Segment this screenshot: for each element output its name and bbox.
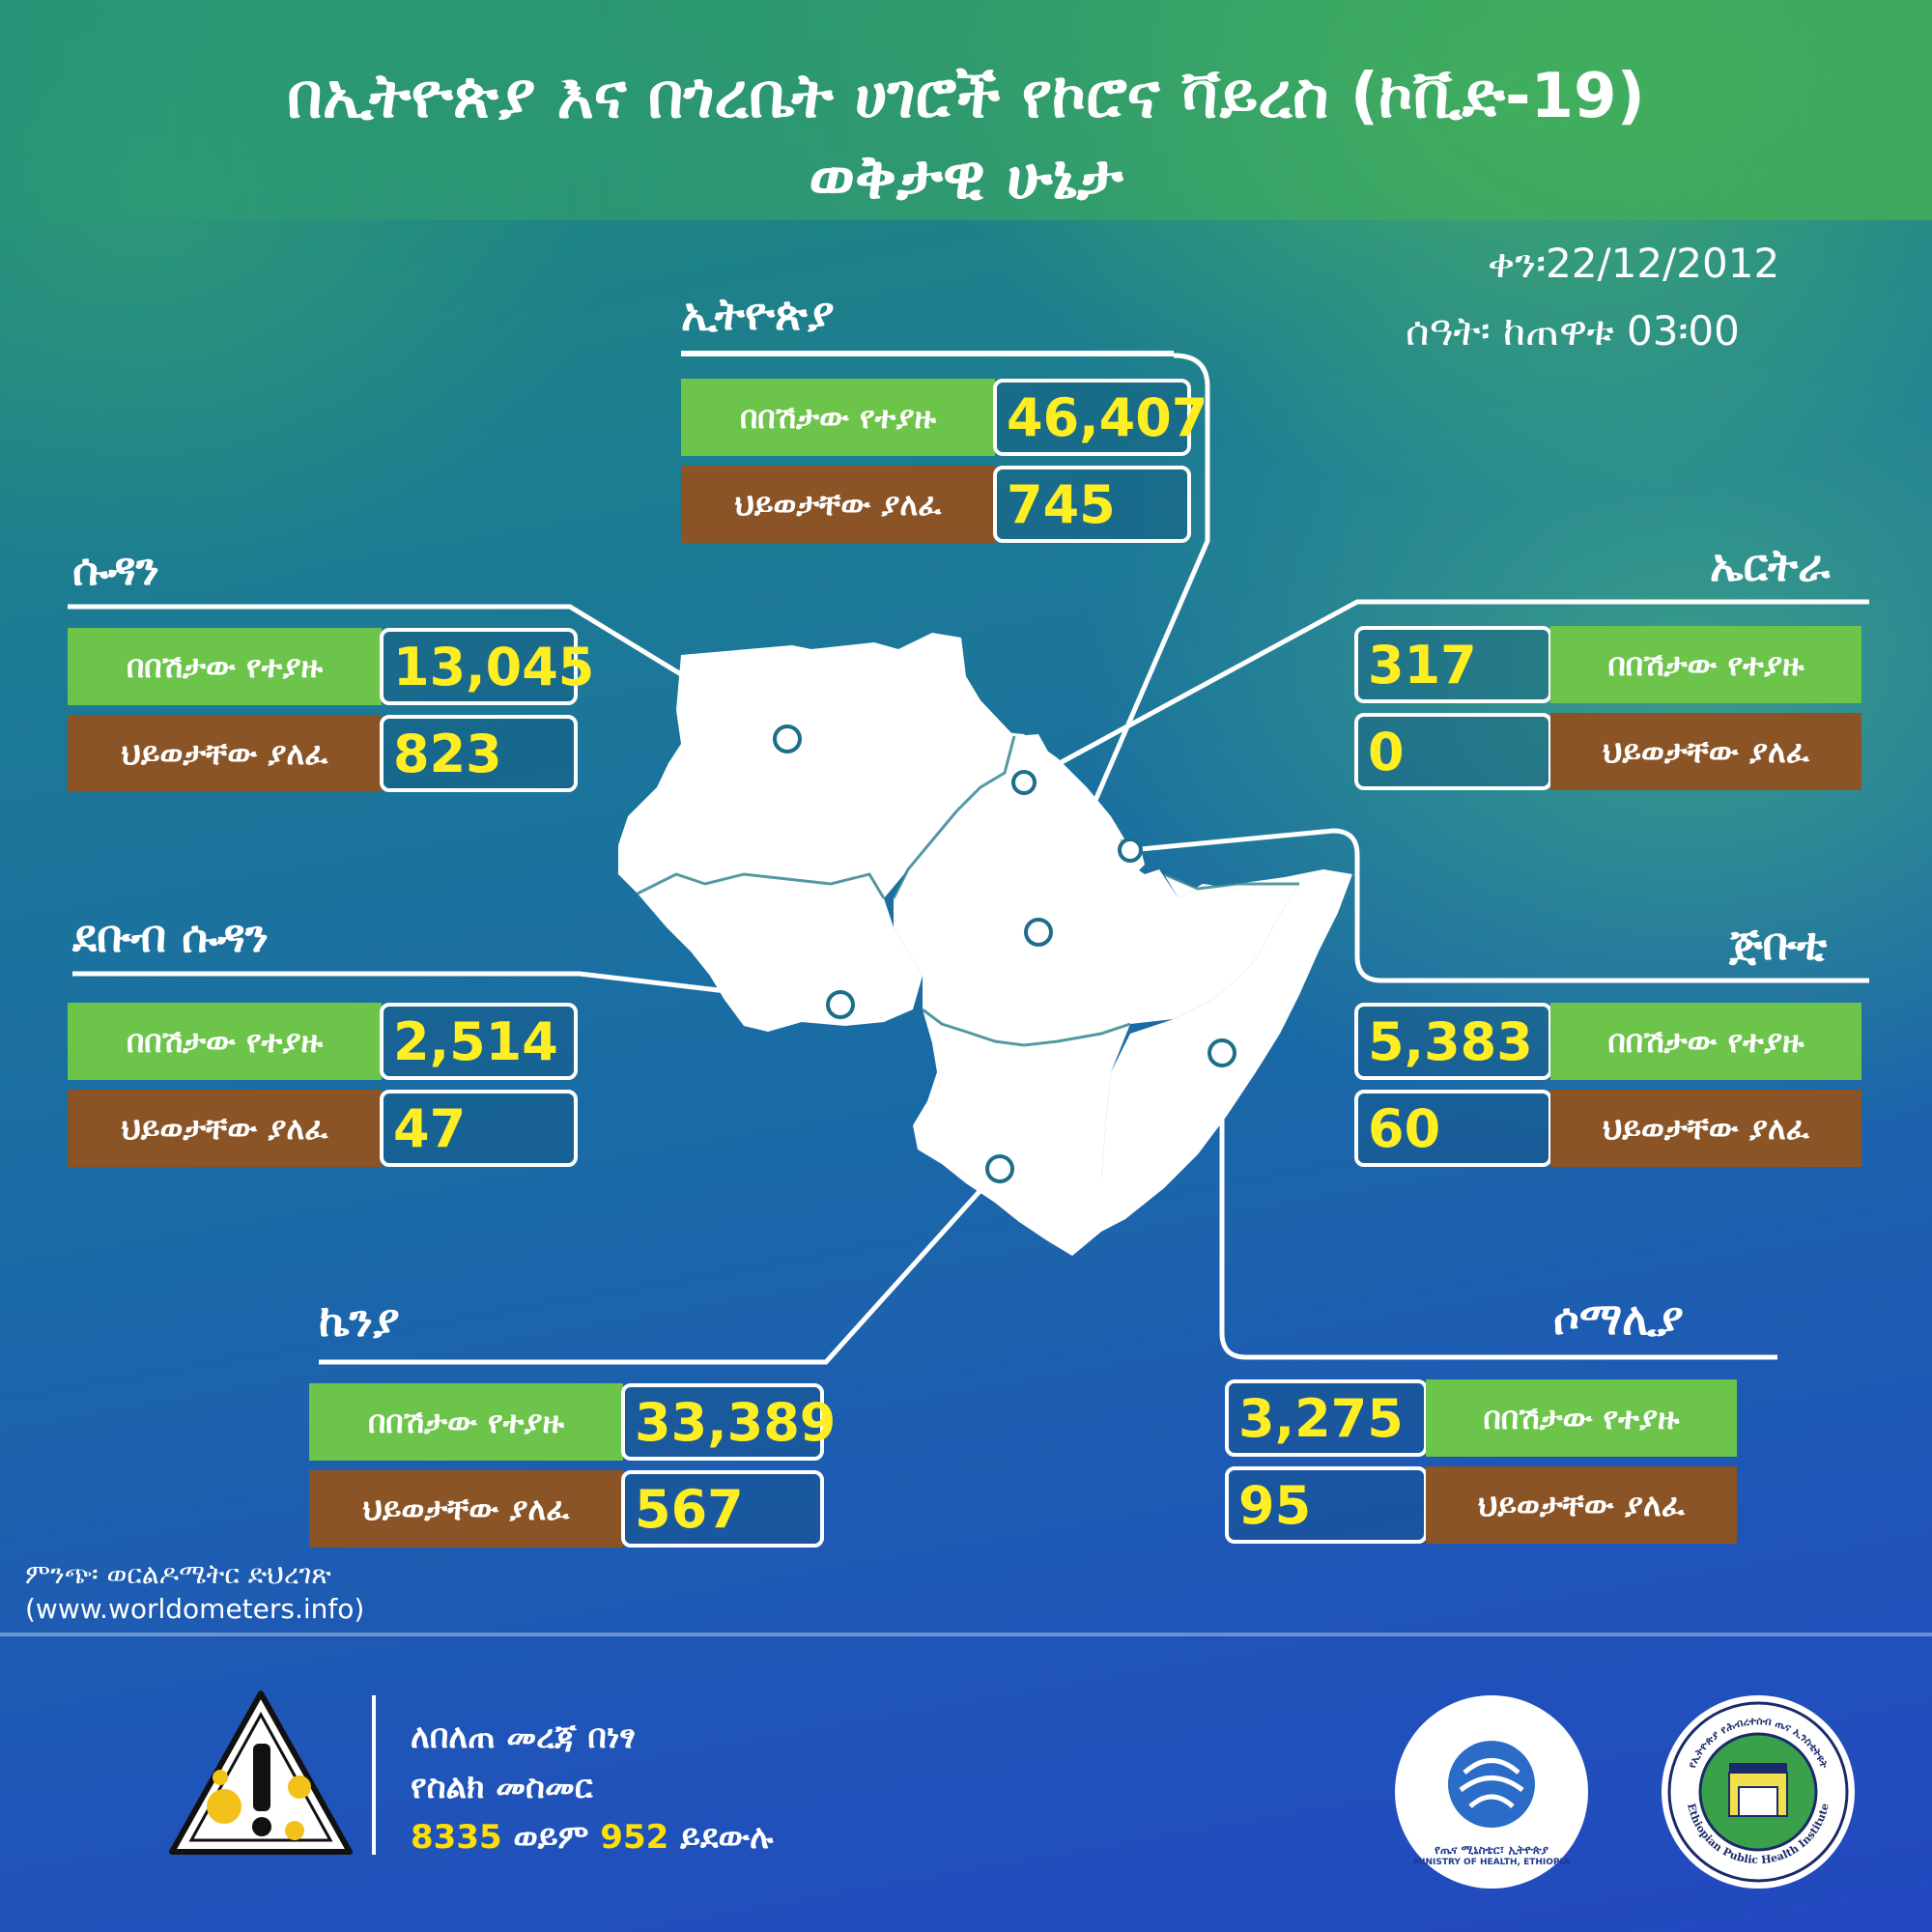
- south-sudan-deaths-label: ህይወታቸው ያለፈ: [68, 1090, 382, 1167]
- footer-divider: [0, 1633, 1932, 1636]
- sudan-cases-value: 13,045: [380, 628, 594, 705]
- title-band: [0, 0, 1932, 220]
- ethiopia-cases-value: 46,407: [993, 379, 1208, 456]
- hotline-or: ወይም: [501, 1818, 601, 1857]
- map-eritrea: [976, 732, 1125, 840]
- south-sudan-deaths-value: 47: [380, 1090, 578, 1167]
- page-subtitle: ወቅታዊ ሁኔታ: [809, 142, 1123, 213]
- footer-vertical-divider: [372, 1695, 376, 1855]
- map-sudan: [618, 633, 1014, 903]
- marker-sudan: [773, 724, 802, 753]
- marker-kenya: [985, 1154, 1014, 1183]
- sudan-cases-label: በበሽታው የተያዙ: [68, 628, 382, 705]
- page-title: በኢትዮጵያ እና በጎረቤት ሀገሮች የኮሮና ቫይረስ (ኮቪድ-19): [287, 61, 1645, 132]
- date-label: ቀን፡22/12/2012: [1488, 240, 1780, 287]
- country-name-djibouti: ጅቡቲ: [1729, 918, 1828, 970]
- marker-djibouti: [1118, 838, 1143, 863]
- hotline-number-2: 952: [600, 1818, 669, 1857]
- kenya-cases-value: 33,389: [621, 1383, 836, 1461]
- marker-eritrea: [1011, 770, 1037, 795]
- warning-virus-icon: [169, 1690, 353, 1855]
- marker-somalia: [1208, 1038, 1236, 1067]
- country-name-somalia: ሶማሊያ: [1553, 1293, 1684, 1345]
- eritrea-deaths-value: 0: [1354, 713, 1552, 790]
- ethiopia-deaths-value: 745: [993, 466, 1191, 543]
- somalia-cases-value: 3,275: [1225, 1379, 1428, 1457]
- moh-emblem-icon: [1448, 1741, 1535, 1828]
- eritrea-cases-value: 317: [1354, 626, 1552, 703]
- moh-caption-en: MINISTRY OF HEALTH, ETHIOPIA: [1413, 1858, 1570, 1867]
- map-south-sudan: [638, 874, 923, 1032]
- hotline-line2: የስልክ መስመር: [411, 1768, 593, 1806]
- eritrea-deaths-label: ህይወታቸው ያለፈ: [1550, 713, 1861, 790]
- djibouti-deaths-value: 60: [1354, 1090, 1552, 1167]
- connector-djibouti: [1129, 828, 1869, 983]
- sudan-deaths-value: 823: [380, 715, 578, 792]
- ephi-logo: የኢትዮጵያ የሕብረተሰብ ጤና ኢንስቲትዩት Ethiopian Publ…: [1662, 1695, 1855, 1889]
- source-url: (www.worldometers.info): [25, 1593, 365, 1625]
- moh-caption-am: የጤና ሚኒስቴር፣ ኢትዮጵያ: [1435, 1843, 1548, 1857]
- country-name-sudan: ሱዳን: [72, 543, 159, 595]
- kenya-deaths-value: 567: [621, 1470, 824, 1548]
- source-line1: ምንጭ፡ ወርልዶሜትር ድህረገጽ: [25, 1558, 331, 1590]
- somalia-deaths-label: ህይወታቸው ያለፈ: [1426, 1466, 1737, 1544]
- country-name-kenya: ኬንያ: [319, 1294, 400, 1347]
- map-kenya: [913, 1009, 1130, 1256]
- moh-logo: [1395, 1695, 1588, 1889]
- sudan-deaths-label: ህይወታቸው ያለፈ: [68, 715, 382, 792]
- country-name-south-sudan: ደቡብ ሱዳን: [72, 910, 269, 962]
- hotline-call: ይደውሉ: [668, 1818, 774, 1857]
- hotline-numbers: 8335 ወይም 952 ይደውሉ: [411, 1812, 774, 1862]
- south-sudan-cases-value: 2,514: [380, 1003, 578, 1080]
- somalia-cases-label: በበሽታው የተያዙ: [1426, 1379, 1737, 1457]
- country-name-eritrea: ኤርትራ: [1710, 539, 1831, 591]
- source-note: ምንጭ፡ ወርልዶሜትር ድህረገጽ (www.worldometers.inf…: [25, 1557, 364, 1627]
- ethiopia-deaths-label: ህይወታቸው ያለፈ: [681, 466, 995, 543]
- marker-ethiopia: [1024, 918, 1053, 947]
- moh-caption: የጤና ሚኒስቴር፣ ኢትዮጵያ MINISTRY OF HEALTH, ETH…: [1395, 1843, 1588, 1867]
- country-rule-ethiopia: [681, 351, 1174, 356]
- eritrea-cases-label: በበሽታው የተያዙ: [1550, 626, 1861, 703]
- djibouti-cases-value: 5,383: [1354, 1003, 1552, 1080]
- ethiopia-cases-label: በበሽታው የተያዙ: [681, 379, 995, 456]
- hotline-number-1: 8335: [411, 1818, 502, 1857]
- ephi-seal-icon: የኢትዮጵያ የሕብረተሰብ ጤና ኢንስቲትዩት Ethiopian Publ…: [1667, 1701, 1849, 1883]
- marker-south-sudan: [826, 990, 855, 1019]
- hotline-line1: ለበለጠ መረጃ በነፃ: [411, 1718, 636, 1756]
- kenya-cases-label: በበሽታው የተያዙ: [309, 1383, 623, 1461]
- map-ethiopia: [894, 734, 1299, 1045]
- djibouti-deaths-label: ህይወታቸው ያለፈ: [1550, 1090, 1861, 1167]
- somalia-deaths-value: 95: [1225, 1466, 1428, 1544]
- connector-somalia: [1219, 1053, 1777, 1360]
- djibouti-cases-label: በበሽታው የተያዙ: [1550, 1003, 1861, 1080]
- hotline-info: ለበለጠ መረጃ በነፃ የስልክ መስመር 8335 ወይም 952 ይደውሉ: [411, 1712, 774, 1862]
- connector-kenya: [319, 1167, 1002, 1365]
- time-label: ሰዓት፡ ከጠዋቱ 03፡00: [1406, 307, 1740, 355]
- connector-eritrea: [1022, 599, 1869, 785]
- connector-ethiopia: [1036, 353, 1210, 933]
- south-sudan-cases-label: በበሽታው የተያዙ: [68, 1003, 382, 1080]
- country-name-ethiopia: ኢትዮጵያ: [681, 288, 835, 340]
- kenya-deaths-label: ህይወታቸው ያለፈ: [309, 1470, 623, 1548]
